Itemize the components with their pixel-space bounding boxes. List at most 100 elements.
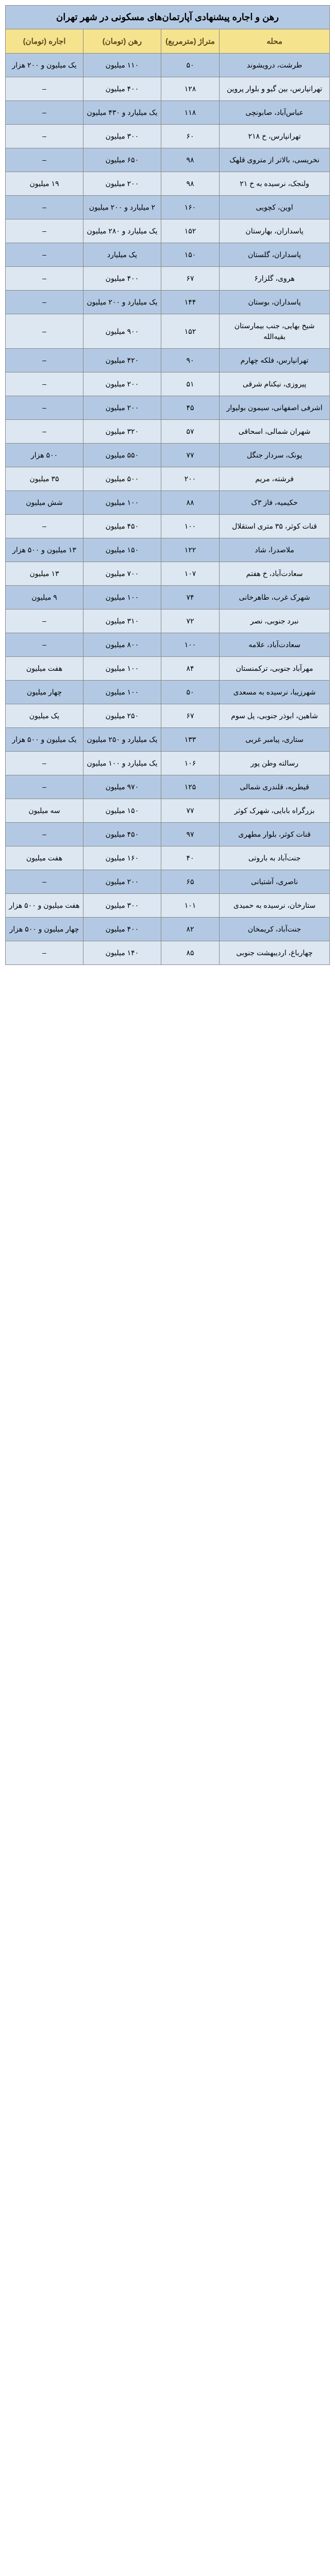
cell-area: ۵۰ xyxy=(161,54,219,77)
table-row: هروی، گلزار۶۶۷۴۰۰ میلیون– xyxy=(6,267,330,291)
cell-rent: ۱۳ میلیون و ۵۰۰ هزار xyxy=(6,538,83,562)
cell-deposit: ۲۰۰ میلیون xyxy=(83,870,161,894)
cell-neighborhood: ستاری، پیامبر غربی xyxy=(220,728,330,752)
cell-area: ۵۱ xyxy=(161,372,219,396)
table-row: مهرآباد جنوبی، ترکمنستان۸۴۱۰۰ میلیونهفت … xyxy=(6,657,330,681)
col-deposit: رهن (تومان) xyxy=(83,29,161,54)
cell-rent: – xyxy=(6,77,83,101)
header-row: محله متراژ (مترمربع) رهن (تومان) اجاره (… xyxy=(6,29,330,54)
cell-deposit: ۳۰۰ میلیون xyxy=(83,894,161,918)
cell-area: ۹۰ xyxy=(161,349,219,372)
cell-deposit: ۶۵۰ میلیون xyxy=(83,148,161,172)
cell-rent: – xyxy=(6,125,83,148)
cell-neighborhood: پاسداران، گلستان xyxy=(220,243,330,267)
cell-deposit: ۱۵۰ میلیون xyxy=(83,538,161,562)
cell-area: ۱۵۲ xyxy=(161,314,219,349)
cell-neighborhood: نخریسی، بالاتر از متروی قلهک xyxy=(220,148,330,172)
cell-neighborhood: سعادت‌آباد، خ هفتم xyxy=(220,562,330,586)
cell-area: ۹۷ xyxy=(161,823,219,846)
cell-rent: ۳۵ میلیون xyxy=(6,467,83,491)
cell-rent: – xyxy=(6,633,83,657)
table-row: فرشته، مریم۲۰۰۵۰۰ میلیون۳۵ میلیون xyxy=(6,467,330,491)
table-row: شهرزیبا، نرسیده به مسعدی۵۰۱۰۰ میلیونچهار… xyxy=(6,681,330,704)
cell-area: ۹۸ xyxy=(161,172,219,196)
cell-deposit: یک میلیارد و ۲۰۰ میلیون xyxy=(83,291,161,314)
cell-area: ۲۰۰ xyxy=(161,467,219,491)
table-row: ستاری، پیامبر غربی۱۳۳یک میلیارد و ۲۵۰ می… xyxy=(6,728,330,752)
table-row: پونک، سردار جنگل۷۷۵۵۰ میلیون۵۰۰ هزار xyxy=(6,444,330,467)
cell-deposit: ۱۰۰ میلیون xyxy=(83,657,161,681)
table-row: پاسداران، گلستان۱۵۰یک میلیارد– xyxy=(6,243,330,267)
cell-deposit: یک میلیارد و ۴۳۰ میلیون xyxy=(83,101,161,125)
cell-neighborhood: ولنجک، نرسیده به خ ۲۱ xyxy=(220,172,330,196)
table-row: شهرک غرب، طاهرخانی۷۴۱۰۰ میلیون۹ میلیون xyxy=(6,586,330,609)
cell-area: ۱۰۱ xyxy=(161,894,219,918)
cell-rent: ۱۹ میلیون xyxy=(6,172,83,196)
cell-rent: – xyxy=(6,515,83,538)
cell-neighborhood: جنت‌آباد به باروتی xyxy=(220,846,330,870)
cell-neighborhood: ناصری، آشتیانی xyxy=(220,870,330,894)
cell-neighborhood: سعادت‌آباد، علامه xyxy=(220,633,330,657)
table-row: عباس‌آباد، صابونچی۱۱۸یک میلیارد و ۴۳۰ می… xyxy=(6,101,330,125)
cell-deposit: ۷۰۰ میلیون xyxy=(83,562,161,586)
cell-area: ۷۷ xyxy=(161,799,219,823)
cell-neighborhood: چهارباغ، اردیبهشت جنوبی xyxy=(220,941,330,965)
table-row: قنات کوثر، بلوار مطهری۹۷۴۵۰ میلیون– xyxy=(6,823,330,846)
cell-neighborhood: شهرک غرب، طاهرخانی xyxy=(220,586,330,609)
cell-deposit: ۱۰۰ میلیون xyxy=(83,491,161,515)
cell-area: ۶۷ xyxy=(161,704,219,728)
cell-rent: هفت میلیون xyxy=(6,846,83,870)
cell-neighborhood: مهرآباد جنوبی، ترکمنستان xyxy=(220,657,330,681)
cell-deposit: ۱۱۰ میلیون xyxy=(83,54,161,77)
table-row: قیطریه، قلندری شمالی۱۲۵۹۷۰ میلیون– xyxy=(6,775,330,799)
cell-deposit: ۱۰۰ میلیون xyxy=(83,681,161,704)
cell-rent: – xyxy=(6,243,83,267)
cell-deposit: ۲۵۰ میلیون xyxy=(83,704,161,728)
cell-neighborhood: پاسداران، بوستان xyxy=(220,291,330,314)
cell-rent: – xyxy=(6,870,83,894)
cell-deposit: ۳۱۰ میلیون xyxy=(83,609,161,633)
cell-area: ۶۷ xyxy=(161,267,219,291)
cell-neighborhood: قیطریه، قلندری شمالی xyxy=(220,775,330,799)
table-row: سعادت‌آباد، خ هفتم۱۰۷۷۰۰ میلیون۱۳ میلیون xyxy=(6,562,330,586)
cell-deposit: ۳۲۰ میلیون xyxy=(83,420,161,444)
table-row: تهرانپارس، فلکه چهارم۹۰۴۲۰ میلیون– xyxy=(6,349,330,372)
table-row: ولنجک، نرسیده به خ ۲۱۹۸۲۰۰ میلیون۱۹ میلی… xyxy=(6,172,330,196)
cell-deposit: یک میلیارد xyxy=(83,243,161,267)
cell-rent: – xyxy=(6,101,83,125)
table-body: طرشت، درویشوند۵۰۱۱۰ میلیونیک میلیون و ۲۰… xyxy=(6,54,330,965)
cell-deposit: ۲۰۰ میلیون xyxy=(83,372,161,396)
cell-area: ۵۰ xyxy=(161,681,219,704)
cell-area: ۱۳۳ xyxy=(161,728,219,752)
cell-rent: – xyxy=(6,609,83,633)
cell-area: ۱۲۲ xyxy=(161,538,219,562)
cell-deposit: ۲۰۰ میلیون xyxy=(83,396,161,420)
cell-rent: – xyxy=(6,349,83,372)
cell-neighborhood: بزرگراه بابایی، شهرک کوثر xyxy=(220,799,330,823)
table-row: ملاصدرا، شاد۱۲۲۱۵۰ میلیون۱۳ میلیون و ۵۰۰… xyxy=(6,538,330,562)
table-row: حکیمیه، فاز ۳ک۸۸۱۰۰ میلیونشش میلیون xyxy=(6,491,330,515)
cell-rent: چهار میلیون xyxy=(6,681,83,704)
cell-area: ۱۵۰ xyxy=(161,243,219,267)
cell-rent: – xyxy=(6,823,83,846)
cell-deposit: ۳۰۰ میلیون xyxy=(83,125,161,148)
cell-deposit: ۴۵۰ میلیون xyxy=(83,823,161,846)
table-row: اشرفی اصفهانی، سیمون بولیوار۴۵۲۰۰ میلیون… xyxy=(6,396,330,420)
cell-neighborhood: پاسداران، بهارستان xyxy=(220,219,330,243)
table-row: پیروزی، نیکنام شرقی۵۱۲۰۰ میلیون– xyxy=(6,372,330,396)
cell-rent: – xyxy=(6,314,83,349)
cell-deposit: ۴۵۰ میلیون xyxy=(83,515,161,538)
table-row: تهرانپارس، بین گیو و بلوار پروین۱۲۸۴۰۰ م… xyxy=(6,77,330,101)
cell-deposit: ۱۰۰ میلیون xyxy=(83,586,161,609)
cell-area: ۵۷ xyxy=(161,420,219,444)
cell-rent: – xyxy=(6,219,83,243)
table-row: اوین، کچویی۱۶۰۲ میلیارد و ۲۰۰ میلیون– xyxy=(6,196,330,219)
cell-deposit: ۸۰۰ میلیون xyxy=(83,633,161,657)
cell-area: ۴۵ xyxy=(161,396,219,420)
listings-table: محله متراژ (مترمربع) رهن (تومان) اجاره (… xyxy=(5,29,330,965)
table-row: شهران شمالی، اسحاقی۵۷۳۲۰ میلیون– xyxy=(6,420,330,444)
cell-neighborhood: پیروزی، نیکنام شرقی xyxy=(220,372,330,396)
cell-deposit: ۲۰۰ میلیون xyxy=(83,172,161,196)
table-row: شاهین، ابوذر جنوبی، پل سوم۶۷۲۵۰ میلیونیک… xyxy=(6,704,330,728)
cell-neighborhood: شهران شمالی، اسحاقی xyxy=(220,420,330,444)
